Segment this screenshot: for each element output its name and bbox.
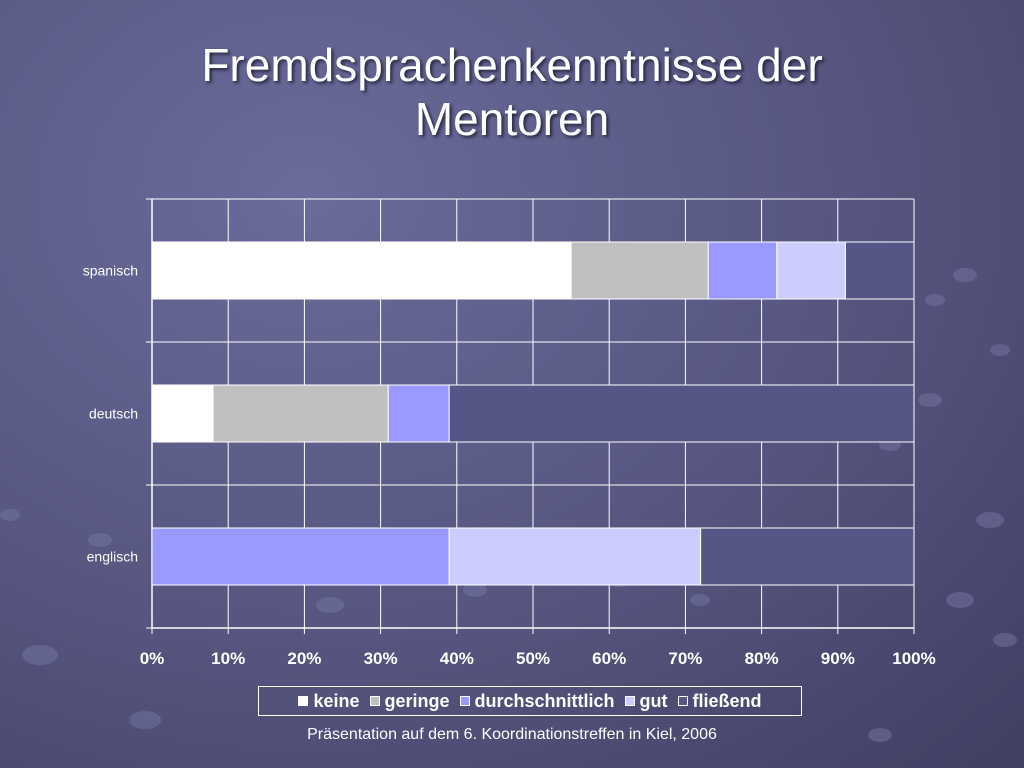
bar-englisch-durchschnittlich <box>151 527 450 586</box>
bar-englisch-gut <box>448 527 702 586</box>
x-tick-label: 0% <box>140 649 165 668</box>
x-tick-label: 60% <box>592 649 626 668</box>
bar-deutsch-fließend <box>448 384 915 443</box>
legend-item-geringe: geringe <box>369 690 450 712</box>
legend-item-fließend: fließend <box>677 690 762 712</box>
chart-legend: keine geringe durchschnittlich gut fließend <box>258 686 802 716</box>
legend-label: gut <box>639 690 668 711</box>
x-tick-label: 100% <box>892 649 935 668</box>
legend-label: durchschnittlich <box>474 690 615 711</box>
legend-swatch <box>459 696 470 706</box>
legend-item-keine: keine <box>298 690 360 712</box>
bar-spanisch-fließend <box>844 241 915 300</box>
legend-swatch <box>369 696 380 706</box>
legend-item-durchschnittlich: durchschnittlich <box>459 690 615 712</box>
x-tick-label: 90% <box>821 649 855 668</box>
legend-item-gut: gut <box>624 690 668 712</box>
category-label-spanisch: spanisch <box>83 263 138 279</box>
x-tick-label: 30% <box>364 649 398 668</box>
slide-title: Fremdsprachenkenntnisse der Mentoren <box>0 38 1024 146</box>
title-line-2: Mentoren <box>414 93 610 145</box>
bar-spanisch-keine <box>151 241 572 300</box>
legend-label: geringe <box>384 690 450 711</box>
bar-deutsch-geringe <box>212 384 389 443</box>
category-label-englisch: englisch <box>87 549 138 565</box>
bar-deutsch-durchschnittlich <box>387 384 450 443</box>
x-tick-label: 80% <box>745 649 779 668</box>
bar-spanisch-gut <box>776 241 846 300</box>
bar-spanisch-durchschnittlich <box>707 241 778 300</box>
legend-label: fließend <box>692 690 762 711</box>
title-line-1: Fremdsprachenkenntnisse der <box>201 39 823 91</box>
category-label-deutsch: deutsch <box>89 406 138 422</box>
legend-swatch <box>677 696 688 706</box>
x-tick-label: 40% <box>440 649 474 668</box>
bar-deutsch-keine <box>151 384 214 443</box>
x-tick-label: 20% <box>287 649 321 668</box>
bar-spanisch-geringe <box>570 241 709 300</box>
bar-englisch-fließend <box>700 527 915 586</box>
legend-swatch <box>624 696 635 706</box>
x-tick-label: 10% <box>211 649 245 668</box>
x-tick-label: 50% <box>516 649 550 668</box>
legend-swatch <box>298 696 309 706</box>
legend-label: keine <box>313 690 360 711</box>
slide-footer: Präsentation auf dem 6. Koordinationstre… <box>307 726 717 743</box>
x-tick-label: 70% <box>668 649 702 668</box>
